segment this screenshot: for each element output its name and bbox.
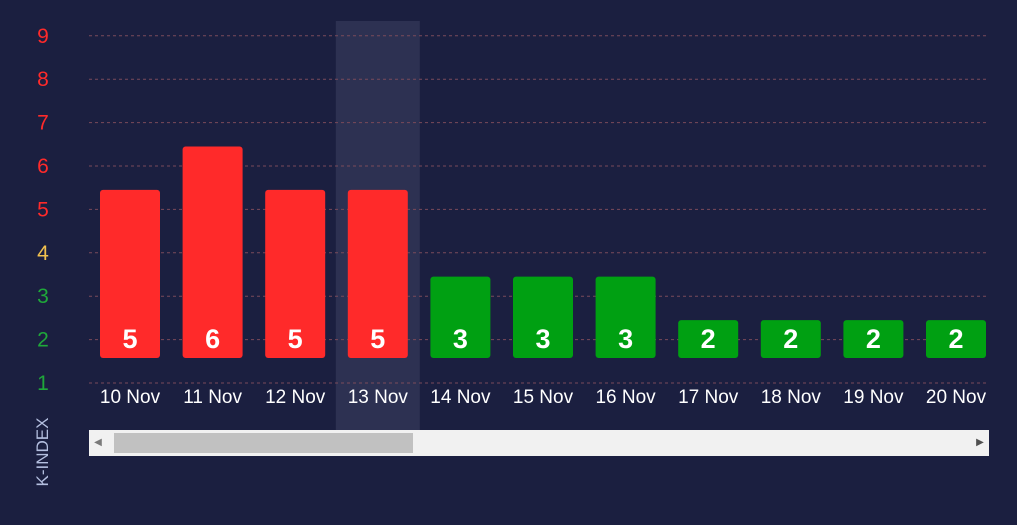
bar xyxy=(513,276,573,358)
y-tick-label: 4 xyxy=(37,242,49,265)
bar xyxy=(926,320,986,358)
bar xyxy=(760,320,821,358)
y-tick-label: 5 xyxy=(37,198,49,221)
horizontal-scrollbar[interactable]: ◀ ▶ xyxy=(89,430,989,456)
y-tick-label: 1 xyxy=(37,372,49,395)
x-tick-label: 15 Nov xyxy=(513,387,574,408)
bar xyxy=(843,320,904,358)
bar-value-label: 2 xyxy=(866,324,881,354)
y-tick-label: 6 xyxy=(37,155,49,178)
bar-value-label: 3 xyxy=(535,324,550,354)
bar-value-label: 5 xyxy=(288,324,303,354)
x-tick-label: 11 Nov xyxy=(183,387,242,408)
bar-value-label: 2 xyxy=(948,324,963,354)
bar-value-label: 5 xyxy=(370,324,385,354)
y-tick-label: 8 xyxy=(37,68,49,91)
bar-value-label: 2 xyxy=(783,324,798,354)
bar-value-label: 3 xyxy=(453,324,468,354)
x-tick-label: 13 Nov xyxy=(348,387,409,408)
bar xyxy=(100,189,160,358)
bar xyxy=(678,320,739,358)
scroll-right-arrow-icon[interactable]: ▶ xyxy=(976,437,984,448)
x-tick-label: 14 Nov xyxy=(430,387,491,408)
bar xyxy=(265,189,326,358)
x-tick-label: 17 Nov xyxy=(678,387,739,408)
y-tick-label: 9 xyxy=(37,25,49,48)
y-tick-label: 2 xyxy=(37,329,49,352)
y-axis-title: K-INDEX xyxy=(33,418,52,487)
bar xyxy=(347,189,408,358)
bar-value-label: 3 xyxy=(618,324,633,354)
x-tick-label: 16 Nov xyxy=(595,387,656,408)
bar-value-label: 5 xyxy=(122,324,137,354)
scrollbar-thumb[interactable] xyxy=(114,433,413,453)
bar xyxy=(595,276,656,358)
x-tick-label: 10 Nov xyxy=(100,387,161,408)
x-tick-label: 12 Nov xyxy=(265,387,326,408)
x-tick-label: 20 Nov xyxy=(926,387,987,408)
scroll-left-arrow-icon[interactable]: ◀ xyxy=(94,437,102,448)
x-tick-label: 18 Nov xyxy=(761,387,822,408)
bar xyxy=(182,146,243,358)
bar xyxy=(430,276,491,358)
bar-value-label: 2 xyxy=(701,324,716,354)
x-tick-label: 19 Nov xyxy=(843,387,904,408)
bar-value-label: 6 xyxy=(205,324,220,354)
y-tick-label: 3 xyxy=(37,285,49,308)
y-tick-label: 7 xyxy=(37,112,49,135)
